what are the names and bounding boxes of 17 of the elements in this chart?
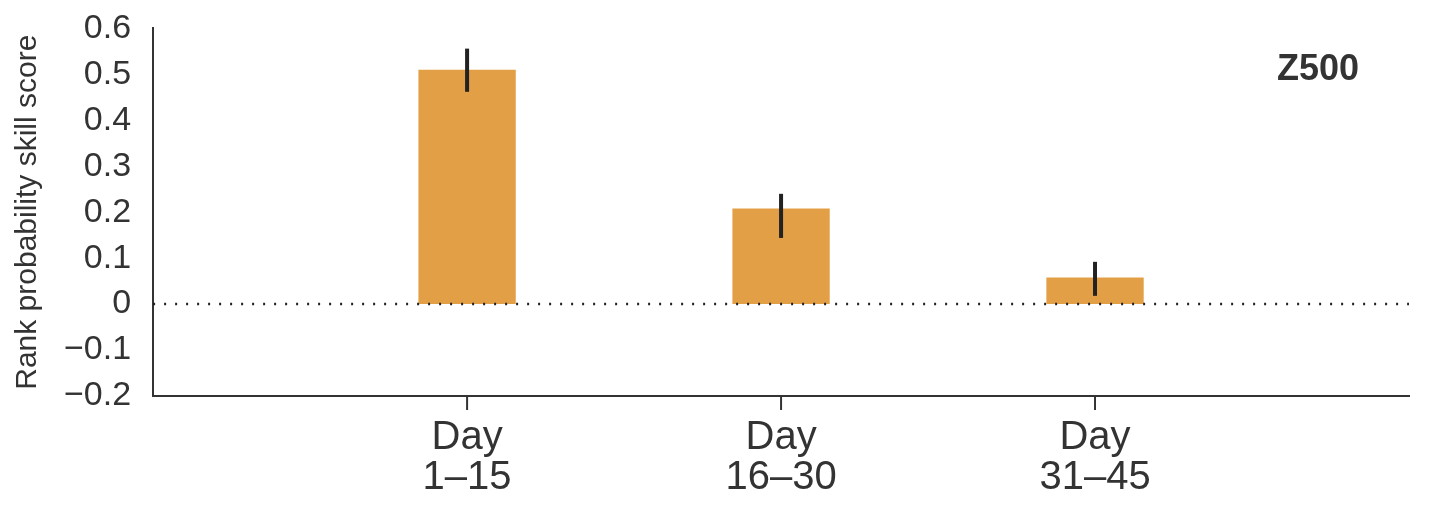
x-tick-label: Day 16–30 bbox=[725, 413, 837, 498]
y-tick-label: −0.1 bbox=[64, 328, 132, 367]
annotation: Z500 bbox=[1276, 47, 1359, 89]
x-tick-label: Day 1–15 bbox=[422, 413, 512, 498]
y-tick-label: 0.3 bbox=[83, 144, 132, 183]
y-tick-label: 0.1 bbox=[83, 236, 132, 275]
y-tick-label: 0 bbox=[112, 282, 132, 321]
y-axis-title: Rank probability skill score bbox=[9, 34, 43, 390]
bar bbox=[1046, 277, 1144, 305]
y-tick-label: −0.2 bbox=[64, 374, 132, 413]
y-tick-label: 0.4 bbox=[83, 98, 132, 137]
y-tick-label: 0.2 bbox=[83, 190, 132, 229]
bar bbox=[732, 208, 830, 305]
bar bbox=[418, 69, 516, 305]
x-tick-label: Day 31–45 bbox=[1039, 413, 1151, 498]
y-tick-label: 0.6 bbox=[83, 6, 132, 45]
y-tick-label: 0.5 bbox=[83, 52, 132, 91]
